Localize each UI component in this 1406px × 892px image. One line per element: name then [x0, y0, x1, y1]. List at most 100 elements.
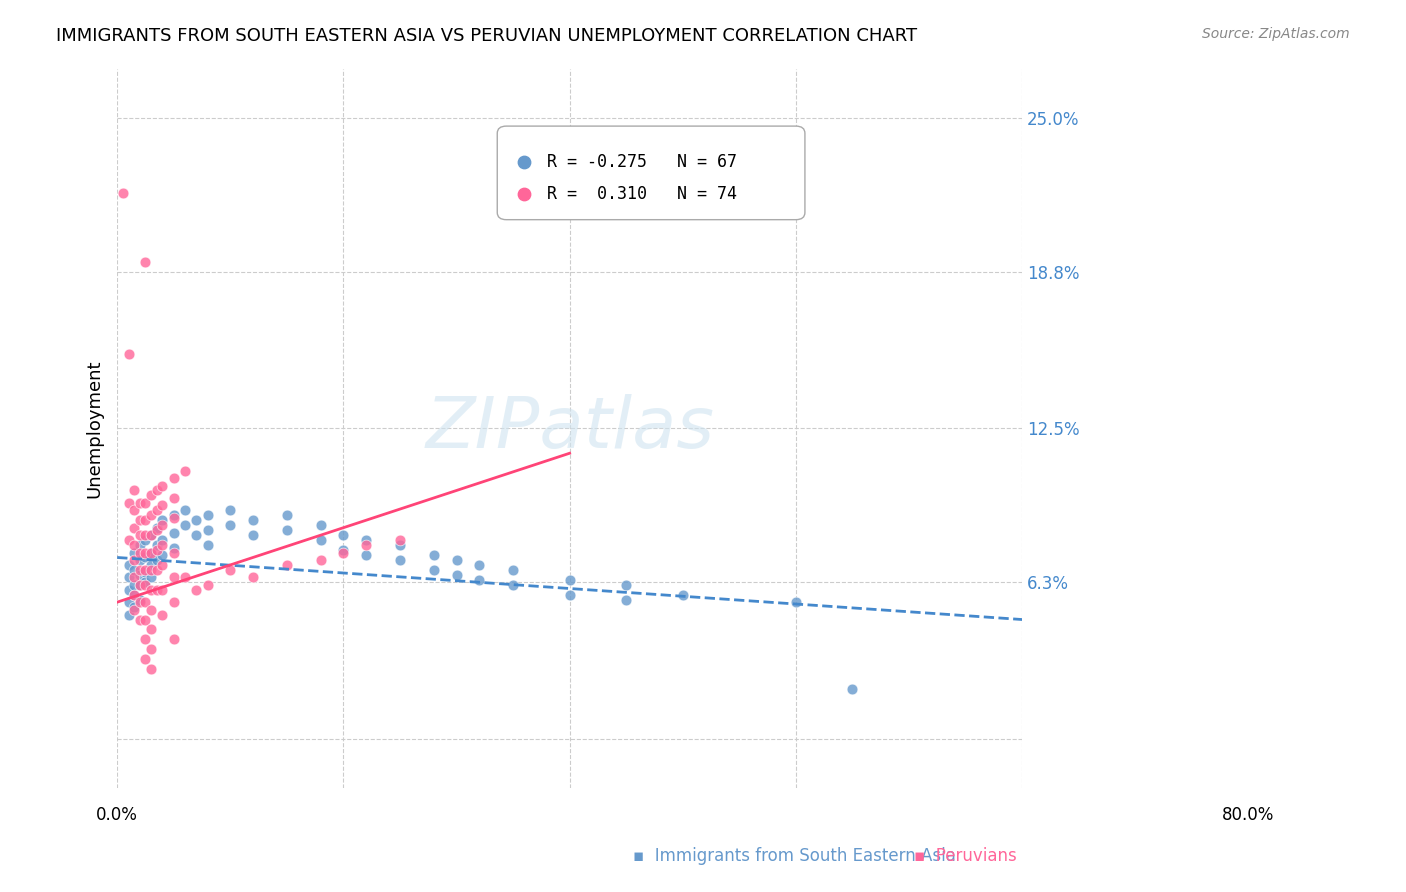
Point — [785, 595, 807, 609]
Point — [139, 488, 162, 502]
Point — [128, 592, 150, 607]
Point — [614, 592, 637, 607]
Point — [309, 518, 332, 533]
Point — [174, 464, 197, 478]
Point — [122, 483, 145, 498]
Point — [276, 558, 298, 572]
Point — [502, 563, 524, 577]
Text: ▪  Peruvians: ▪ Peruvians — [914, 847, 1017, 865]
Point — [163, 570, 186, 584]
Point — [128, 567, 150, 582]
Point — [152, 582, 174, 597]
Point — [152, 607, 174, 622]
Point — [128, 578, 150, 592]
Point — [502, 578, 524, 592]
Point — [197, 578, 219, 592]
Point — [134, 578, 156, 592]
Point — [139, 563, 162, 577]
Point — [242, 570, 264, 584]
Point — [354, 533, 377, 547]
Point — [128, 553, 150, 567]
Point — [423, 563, 446, 577]
Point — [128, 538, 150, 552]
Point — [117, 570, 139, 584]
Point — [558, 588, 581, 602]
Point — [388, 553, 411, 567]
Point — [134, 545, 156, 559]
Point — [163, 471, 186, 485]
Point — [558, 573, 581, 587]
Point — [139, 602, 162, 616]
Point — [128, 595, 150, 609]
Point — [841, 681, 863, 696]
Point — [117, 558, 139, 572]
Point — [672, 588, 695, 602]
Text: ▪  Immigrants from South Eastern Asia: ▪ Immigrants from South Eastern Asia — [633, 847, 956, 865]
Point — [446, 553, 468, 567]
Point — [146, 543, 169, 558]
Point — [122, 588, 145, 602]
Point — [134, 652, 156, 666]
Point — [122, 563, 145, 577]
Point — [134, 528, 156, 542]
Point — [186, 513, 208, 527]
Point — [134, 595, 156, 609]
Point — [163, 632, 186, 647]
Point — [134, 566, 156, 580]
FancyBboxPatch shape — [498, 126, 804, 219]
Point — [128, 545, 150, 559]
Point — [122, 521, 145, 535]
Point — [111, 186, 134, 200]
Point — [468, 558, 491, 572]
Point — [152, 513, 174, 527]
Point — [146, 523, 169, 537]
Point — [332, 543, 354, 558]
Point — [134, 513, 156, 527]
Point — [139, 528, 162, 542]
Point — [163, 541, 186, 555]
Point — [122, 553, 145, 567]
Point — [174, 518, 197, 533]
Text: Source: ZipAtlas.com: Source: ZipAtlas.com — [1202, 27, 1350, 41]
Point — [146, 521, 169, 535]
Point — [146, 582, 169, 597]
Point — [174, 503, 197, 517]
Point — [152, 538, 174, 552]
Point — [614, 578, 637, 592]
Point — [242, 513, 264, 527]
Point — [134, 613, 156, 627]
Point — [197, 508, 219, 523]
Point — [197, 523, 219, 537]
Point — [117, 607, 139, 622]
Point — [186, 528, 208, 542]
Point — [219, 518, 242, 533]
Point — [242, 528, 264, 542]
Point — [152, 558, 174, 572]
Point — [139, 642, 162, 657]
Point — [139, 570, 162, 584]
Point — [134, 533, 156, 547]
Text: R = -0.275   N = 67: R = -0.275 N = 67 — [547, 153, 737, 171]
Point — [388, 533, 411, 547]
Point — [139, 545, 162, 559]
Point — [163, 508, 186, 523]
Point — [163, 595, 186, 609]
Point — [163, 545, 186, 559]
Point — [309, 533, 332, 547]
Point — [152, 548, 174, 562]
Point — [139, 662, 162, 676]
Text: 80.0%: 80.0% — [1222, 806, 1274, 824]
Point — [122, 538, 145, 552]
Point — [117, 347, 139, 361]
Point — [309, 553, 332, 567]
Point — [146, 563, 169, 577]
Point — [139, 582, 162, 597]
Text: ZIPatlas: ZIPatlas — [425, 394, 714, 463]
Point — [134, 550, 156, 565]
Point — [134, 563, 156, 577]
Point — [117, 595, 139, 609]
Point — [332, 528, 354, 542]
Point — [122, 545, 145, 559]
Point — [468, 573, 491, 587]
Text: R =  0.310   N = 74: R = 0.310 N = 74 — [547, 186, 737, 203]
